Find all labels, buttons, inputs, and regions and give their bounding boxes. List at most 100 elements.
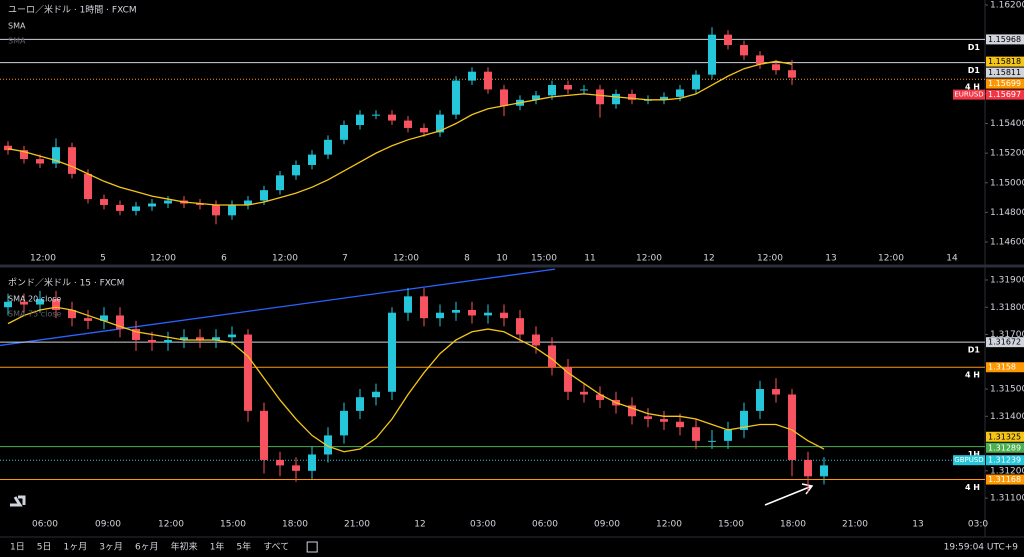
candle-body [100,199,108,205]
range-button[interactable]: 年初来 [171,541,198,553]
price-label-box [986,78,1024,89]
candle-body [404,296,412,313]
candle-body [548,85,556,96]
calendar-icon[interactable] [306,541,318,553]
range-button[interactable]: 3ヶ月 [99,542,123,553]
price-label-box [986,474,1024,485]
x-tick-label: 12 [414,520,425,530]
symbol-badge-box [953,89,985,100]
candle-body [324,435,332,455]
x-tick-label: 06:00 [32,520,58,530]
candle-body [116,315,124,330]
y-tick-label: 1.31100 [990,494,1024,504]
candle-body [68,309,76,319]
candle-body [436,114,444,133]
candle-body [100,315,108,321]
level-tag: 4 H [965,483,980,492]
candle-body [292,164,300,176]
range-button[interactable]: 5年 [236,541,251,553]
price-label-box [986,56,1024,67]
price-label: 1.31325 [988,432,1021,441]
y-tick-label: 1.31500 [990,385,1024,395]
y-tick-label: 1.31200 [990,466,1024,476]
indicator-label: SMA 75 close [8,310,61,319]
indicator-label: SMA 20 close [8,295,61,304]
range-button[interactable]: すべて [263,542,289,553]
range-button[interactable]: 5日 [37,542,52,553]
level-tag: D1 [968,66,981,75]
candle-body [148,339,156,343]
symbol-badge: GBPUSD [954,456,983,464]
range-button[interactable]: 6ヶ月 [135,542,159,553]
candle-body [388,312,396,392]
y-tick-label: 1.14800 [990,208,1024,218]
clock: 19:59:04 UTC+9 [944,543,1019,553]
candle-body [564,367,572,392]
range-button[interactable]: 1ヶ月 [63,542,87,553]
candle-body [404,120,412,128]
x-tick-label: 21:00 [842,520,868,530]
candle-body [676,421,684,428]
price-label-box [986,67,1024,78]
x-tick-label: 15:00 [220,520,246,530]
candle-body [4,301,12,308]
x-tick-label: 7 [342,254,348,264]
candle-body [596,89,604,105]
price-label-box [986,362,1024,373]
y-tick-label: 1.31700 [990,330,1024,340]
candle-body [500,312,508,319]
level-tag: D1 [968,43,981,52]
candle-body [564,85,572,90]
candle-body [132,206,140,211]
range-button[interactable]: 1日 [10,542,25,553]
candle-body [804,459,812,477]
y-tick-label: 1.31400 [990,412,1024,422]
x-tick-label: 15:00 [531,254,557,264]
candle-body [756,55,764,65]
price-label: 1.31672 [988,338,1021,347]
candle-body [212,337,220,340]
candle-body [84,173,92,200]
candle-body [532,95,540,100]
candle-body [52,299,60,310]
candle-body [228,204,236,216]
candle-body [740,45,748,56]
candle-body [244,200,252,205]
candle-body [20,150,28,160]
x-tick-label: 8 [464,254,470,264]
candle-body [516,318,524,335]
x-tick-label: 09:00 [594,520,620,530]
price-label-box [986,442,1024,453]
candle-body [468,71,476,81]
x-tick-label: 03:0 [968,520,988,530]
candle-body [52,147,60,164]
candle-body [36,159,44,164]
range-button[interactable]: 1年 [210,541,225,553]
price-label-box [986,337,1024,348]
candle-body [164,200,172,204]
candle-body [436,312,444,319]
candle-body [212,204,220,216]
y-tick-label: 1.31800 [990,303,1024,313]
x-tick-label: 12:00 [30,254,56,264]
candle-body [532,334,540,346]
candle-body [500,89,508,106]
x-tick-label: 09:00 [95,520,121,530]
y-tick-label: 1.14600 [990,238,1024,248]
x-tick-label: 13 [825,254,836,264]
price-label: 1.15818 [988,57,1021,66]
candle-body [276,459,284,466]
x-tick-label: 15:00 [718,520,744,530]
x-tick-label: 12:00 [393,254,419,264]
x-tick-label: 18:00 [780,520,806,530]
candle-body [308,154,316,165]
x-tick-label: 12:00 [757,254,783,264]
x-tick-label: 21:00 [344,520,370,530]
candle-body [116,204,124,211]
y-tick-label: 1.15400 [990,119,1024,129]
indicator-label: SMA [8,22,26,31]
candle-body [164,339,172,343]
candle-body [708,34,716,75]
candle-body [660,419,668,422]
